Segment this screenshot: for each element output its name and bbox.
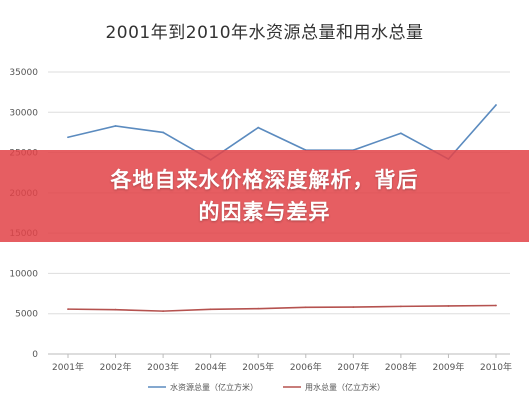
x-tick-label: 2001年 xyxy=(52,361,84,373)
data-point xyxy=(114,308,117,311)
y-tick-label: 10000 xyxy=(9,269,38,279)
data-point xyxy=(114,125,117,127)
x-tick-label: 2009年 xyxy=(432,361,464,373)
data-point xyxy=(399,132,402,135)
data-point xyxy=(162,131,165,134)
data-point xyxy=(352,306,355,309)
data-point xyxy=(447,305,450,307)
x-tick-label: 2004年 xyxy=(195,361,227,373)
data-point xyxy=(209,308,212,311)
legend-label: 用水总量（亿立方米） xyxy=(305,382,385,392)
data-point xyxy=(257,126,260,129)
x-tick-label: 2003年 xyxy=(147,361,179,373)
data-point xyxy=(304,306,307,309)
data-point xyxy=(399,305,402,308)
x-tick-label: 2005年 xyxy=(242,361,274,373)
y-tick-label: 35000 xyxy=(9,68,38,78)
title-banner: 各地自来水价格深度解析，背后 的因素与差异 xyxy=(0,150,529,242)
x-tick-label: 2006年 xyxy=(290,361,322,373)
banner-title-line-2: 的因素与差异 xyxy=(198,200,331,224)
y-tick-label: 5000 xyxy=(15,310,38,320)
data-point xyxy=(257,307,260,310)
data-point xyxy=(67,308,69,311)
data-point xyxy=(67,136,69,139)
chart-title: 2001年到2010年水资源总量和用水总量 xyxy=(105,23,424,43)
x-tick-label: 2002年 xyxy=(100,361,132,373)
data-point xyxy=(162,310,165,313)
data-point xyxy=(495,304,497,307)
y-tick-label: 0 xyxy=(32,350,38,360)
series-line-2 xyxy=(67,304,497,312)
data-point xyxy=(495,104,497,106)
series-line-1 xyxy=(67,104,497,161)
legend-label: 水资源总量（亿立方米） xyxy=(170,382,258,392)
x-tick-label: 2010年 xyxy=(480,361,512,373)
y-tick-label: 30000 xyxy=(9,108,38,118)
x-tick-label: 2007年 xyxy=(337,361,369,373)
banner-title-line-1: 各地自来水价格深度解析，背后 xyxy=(110,168,419,192)
x-tick-label: 2008年 xyxy=(385,361,417,373)
